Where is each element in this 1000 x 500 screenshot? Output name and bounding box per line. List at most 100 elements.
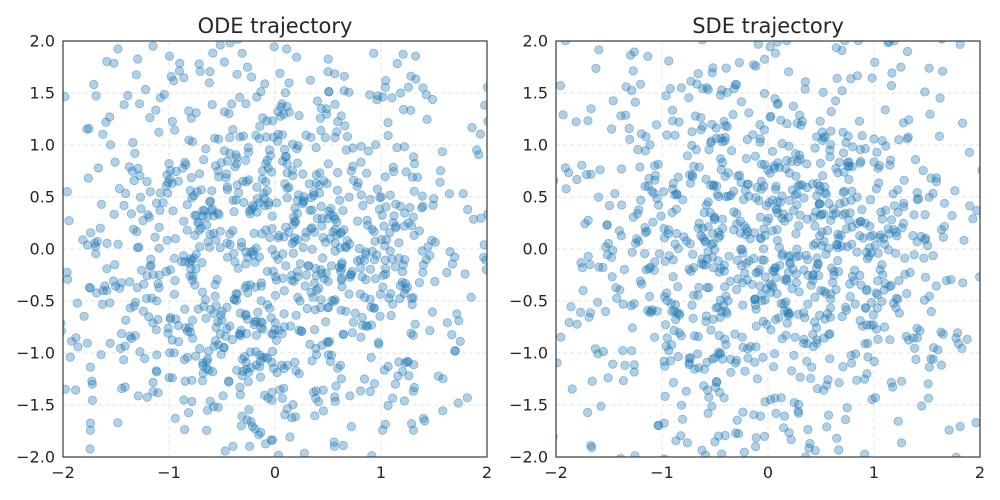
scatter-point xyxy=(390,379,400,389)
y-tick-label: −2.0 xyxy=(509,448,548,467)
scatter-point xyxy=(154,222,164,232)
scatter-point xyxy=(278,249,288,259)
scatter-point xyxy=(924,362,934,372)
scatter-point xyxy=(245,347,256,357)
scatter-point xyxy=(180,257,190,267)
scatter-point xyxy=(247,421,258,432)
scatter-point xyxy=(210,336,220,346)
scatter-point xyxy=(659,356,669,366)
scatter-point xyxy=(272,367,282,378)
scatter-point xyxy=(784,195,795,205)
scatter-point xyxy=(235,382,245,392)
scatter-point xyxy=(823,243,834,253)
scatter-point xyxy=(388,167,399,177)
scatter-point xyxy=(206,304,216,315)
scatter-point xyxy=(899,202,909,212)
scatter-point xyxy=(398,104,409,115)
scatter-point xyxy=(777,251,787,261)
scatter-point xyxy=(174,66,184,76)
scatter-point xyxy=(317,268,327,279)
scatter-point xyxy=(981,286,989,294)
scatter-point xyxy=(635,79,646,89)
scatter-point xyxy=(823,375,833,385)
scatter-point xyxy=(799,308,809,318)
scatter-point xyxy=(168,206,178,216)
scatter-point xyxy=(187,193,197,203)
scatter-point xyxy=(153,314,163,325)
scatter-point xyxy=(689,262,699,273)
scatter-point xyxy=(898,218,909,228)
scatter-point xyxy=(450,345,460,356)
scatter-point xyxy=(829,270,839,280)
scatter-point xyxy=(662,295,672,306)
scatter-point xyxy=(273,233,283,243)
scatter-point xyxy=(210,161,221,171)
scatter-point xyxy=(770,262,781,273)
scatter-point xyxy=(238,131,248,141)
scatter-point xyxy=(232,289,242,299)
scatter-point xyxy=(690,364,700,374)
scatter-point xyxy=(838,187,848,197)
scatter-point xyxy=(237,354,247,364)
scatter-point xyxy=(791,229,801,239)
scatter-point xyxy=(919,295,930,305)
scatter-point xyxy=(607,272,617,282)
scatter-point xyxy=(662,333,672,343)
scatter-point xyxy=(843,131,853,141)
scatter-point xyxy=(822,422,832,432)
scatter-point xyxy=(186,254,196,264)
scatter-point xyxy=(701,200,712,210)
scatter-point xyxy=(736,260,747,271)
scatter-point xyxy=(404,371,414,381)
scatter-point xyxy=(280,152,291,162)
scatter-point xyxy=(713,302,723,312)
scatter-point xyxy=(931,177,942,187)
scatter-point xyxy=(776,298,786,309)
scatter-point xyxy=(277,99,287,109)
scatter-point xyxy=(767,226,778,236)
scatter-point xyxy=(252,182,262,192)
scatter-point xyxy=(667,105,678,115)
scatter-point xyxy=(636,129,647,139)
scatter-point xyxy=(125,303,135,313)
scatter-point xyxy=(772,288,782,299)
scatter-point xyxy=(628,212,639,222)
scatter-point xyxy=(385,246,395,256)
scatter-point xyxy=(792,244,802,254)
scatter-point xyxy=(841,224,852,234)
scatter-point xyxy=(939,198,950,208)
scatter-point xyxy=(707,239,717,249)
scatter-point xyxy=(399,396,409,406)
scatter-point xyxy=(191,351,201,361)
scatter-point xyxy=(93,163,104,173)
scatter-point xyxy=(822,308,833,319)
scatter-point xyxy=(794,221,804,231)
scatter-point xyxy=(281,261,291,271)
scatter-point xyxy=(284,78,294,88)
scatter-point xyxy=(345,272,355,282)
scatter-point xyxy=(190,230,200,240)
scatter-point xyxy=(196,185,206,195)
scatter-point xyxy=(193,217,203,228)
scatter-point xyxy=(877,136,887,146)
scatter-point xyxy=(213,340,223,350)
scatter-point xyxy=(791,269,801,279)
scatter-point xyxy=(256,427,266,438)
scatter-point xyxy=(270,272,281,282)
scatter-point xyxy=(645,140,655,150)
scatter-point xyxy=(406,419,417,429)
scatter-point xyxy=(887,68,897,78)
scatter-point xyxy=(290,357,300,367)
scatter-point xyxy=(251,130,261,140)
scatter-point xyxy=(202,425,212,435)
scatter-point xyxy=(880,278,890,289)
scatter-point xyxy=(610,189,620,199)
scatter-point xyxy=(129,301,139,311)
scatter-point xyxy=(209,308,219,319)
scatter-point xyxy=(288,248,298,258)
scatter-point xyxy=(391,223,401,233)
scatter-point xyxy=(844,174,854,184)
scatter-point xyxy=(180,376,190,386)
scatter-point xyxy=(449,252,460,262)
scatter-point xyxy=(875,265,885,275)
